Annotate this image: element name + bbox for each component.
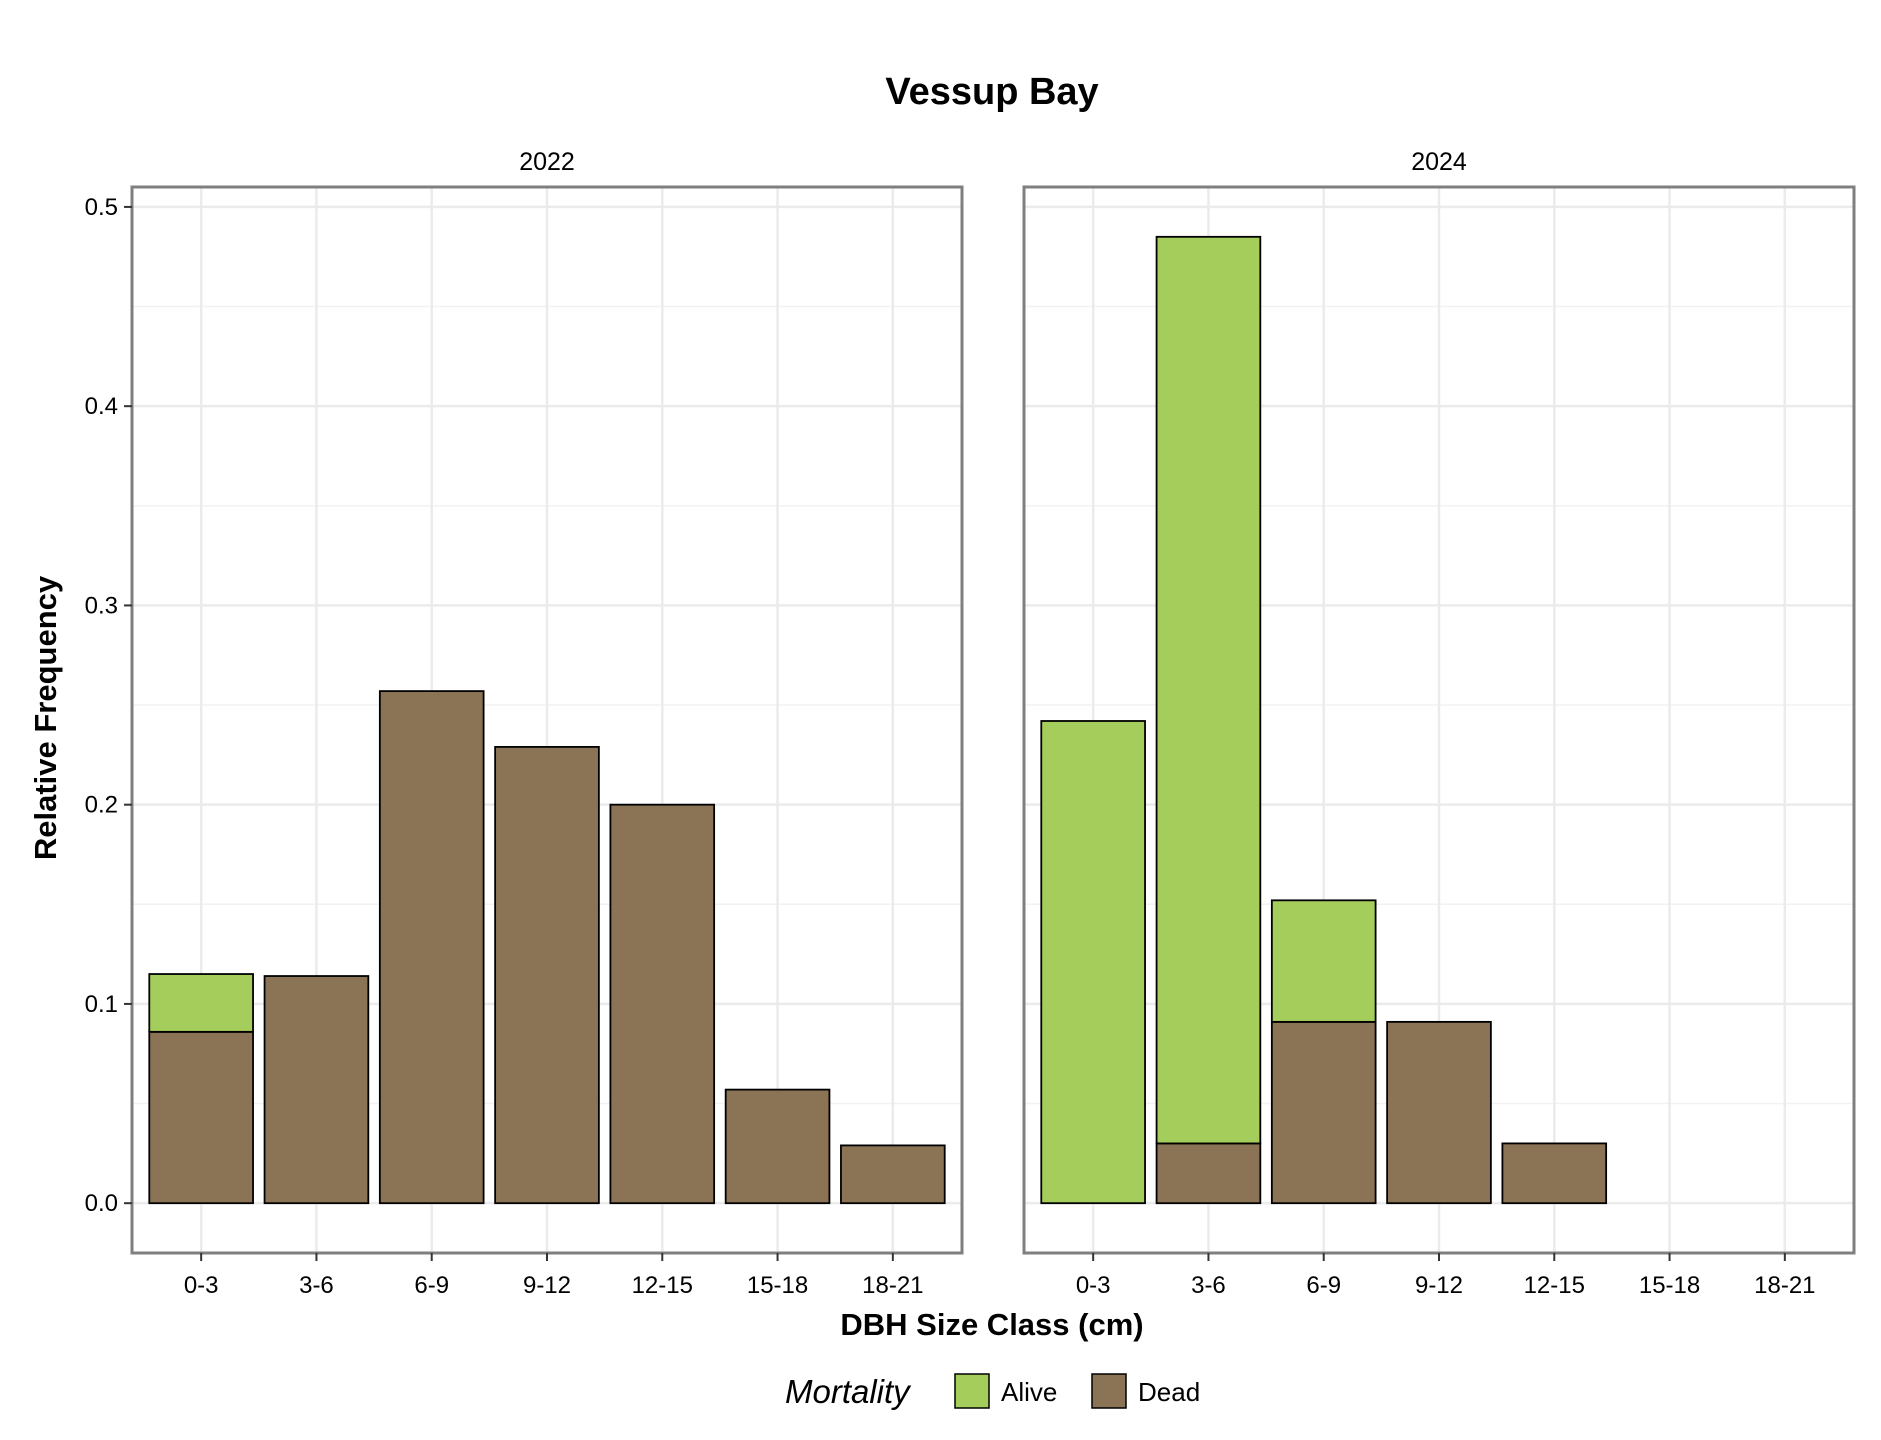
bar-dead-0-3 (148, 1030, 254, 1205)
x-tick-label: 12-15 (1524, 1272, 1585, 1299)
bar-dead-6-9 (1270, 1020, 1377, 1205)
bar-dead-9-12 (494, 745, 600, 1205)
x-tick-label: 15-18 (1639, 1272, 1700, 1299)
legend-label-dead: Dead (1138, 1377, 1200, 1407)
y-axis-title: Relative Frequency (28, 575, 63, 860)
bar-dead-12-15 (1501, 1142, 1608, 1205)
facet-label: 2022 (519, 148, 575, 176)
facet-label: 2024 (1411, 148, 1467, 176)
x-tick-label: 9-12 (1415, 1272, 1463, 1299)
y-tick-label: 0.3 (85, 592, 118, 619)
bar-alive-0-3 (1040, 720, 1146, 1205)
y-tick-label: 0.1 (85, 991, 118, 1018)
bar-dead-6-9 (378, 690, 485, 1205)
x-tick-label: 15-18 (747, 1272, 808, 1299)
x-axis-title: DBH Size Class (cm) (840, 1307, 1143, 1342)
legend-swatch-alive (954, 1373, 990, 1409)
bar-alive-6-9 (1270, 899, 1377, 1023)
x-tick-label: 0-3 (184, 1272, 219, 1299)
x-tick-label: 6-9 (1306, 1272, 1341, 1299)
x-tick-label: 9-12 (523, 1272, 571, 1299)
chart-legend: Mortality Alive Dead (785, 1373, 1200, 1410)
bar-dead-15-18 (724, 1088, 831, 1205)
bar-alive-3-6 (1155, 235, 1262, 1145)
bar-dead-18-21 (840, 1144, 946, 1205)
y-tick-label: 0.2 (85, 792, 118, 819)
x-tick-label: 0-3 (1076, 1272, 1111, 1299)
legend-title: Mortality (785, 1373, 912, 1410)
x-tick-label: 3-6 (1191, 1272, 1226, 1299)
bar-dead-3-6 (1155, 1142, 1262, 1205)
x-tick-label: 18-21 (862, 1272, 923, 1299)
x-tick-label: 12-15 (632, 1272, 693, 1299)
x-tick-label: 6-9 (414, 1272, 449, 1299)
bar-dead-3-6 (263, 975, 370, 1205)
legend-label-alive: Alive (1001, 1377, 1057, 1407)
x-tick-label: 18-21 (1754, 1272, 1815, 1299)
chart-panels: 2022 0-3 3-6 6-9 9-12 12-15 15-18 18-21 0.0 0.1 0.… (85, 148, 1856, 1299)
legend-swatch-dead (1091, 1373, 1127, 1409)
bar-dead-9-12 (1386, 1020, 1492, 1205)
bar-dead-12-15 (609, 803, 716, 1205)
panel-2024: 2024 0-3 3-6 6-9 9-12 12-15 15-18 18-21 (1022, 148, 1856, 1299)
y-tick-label: 0.5 (85, 194, 118, 221)
panel-2022: 2022 0-3 3-6 6-9 9-12 12-15 15-18 18-21 0.0 0.1 0.… (85, 148, 964, 1299)
bar-alive-0-3 (148, 973, 254, 1033)
chart-title: Vessup Bay (885, 71, 1098, 113)
y-tick-label: 0.0 (85, 1190, 118, 1217)
x-tick-label: 3-6 (299, 1272, 334, 1299)
y-tick-label: 0.4 (85, 393, 118, 420)
